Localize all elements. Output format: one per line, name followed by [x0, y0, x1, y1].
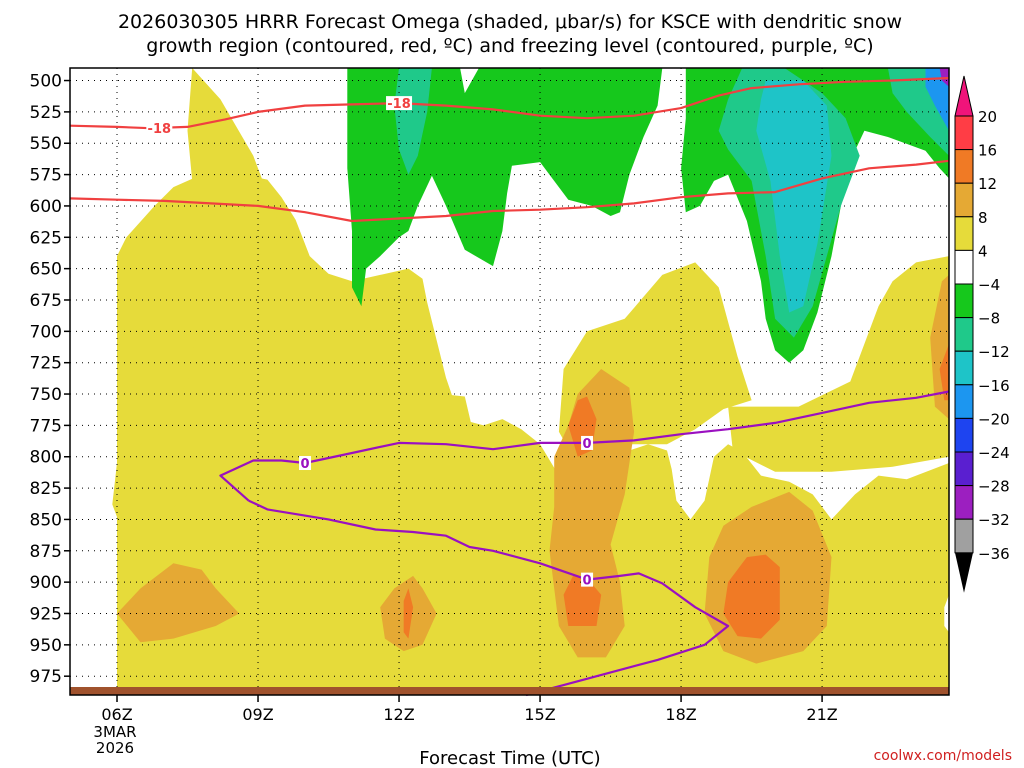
- freezing-level-upper-label-bg-1: [581, 435, 594, 450]
- colorbar-label-12: −32: [978, 511, 1010, 529]
- y-tick-label-625: 625: [30, 228, 62, 248]
- colorbar-label-2: 12: [978, 175, 997, 193]
- colorbar-swatch-10: [954, 451, 974, 487]
- omega-region-dark_orange-13: [563, 575, 602, 626]
- red-contour-lower: [69, 159, 950, 223]
- freezing-level-upper: [219, 390, 950, 502]
- y-tick-label-900: 900: [30, 573, 62, 593]
- colorbar-label-10: −24: [978, 444, 1010, 462]
- colorbar-label-5: −4: [978, 276, 1000, 294]
- omega-region-teal-18: [394, 68, 432, 175]
- colorbar-swatch-8: [954, 384, 974, 419]
- red-contour-upper-label-0: -18: [148, 122, 172, 137]
- omega-region-blue-22: [925, 68, 949, 131]
- colorbar: 20 16 12 8 4 −4 −8 −12 −16 −20 −24 −28 −32 −36: [954, 75, 1010, 593]
- omega-region-yellow-4: [728, 256, 949, 472]
- y-tick-label-975: 975: [30, 667, 62, 687]
- freezing-level-lower-label-0: 0: [583, 574, 592, 589]
- colorbar-swatch-5: [954, 283, 974, 319]
- colorbar-label-9: −20: [978, 410, 1010, 428]
- freezing-level-lower: [248, 499, 730, 697]
- colorbar-swatch-12: [954, 518, 974, 554]
- ground: [70, 687, 949, 695]
- colorbar-swatch-11: [954, 485, 974, 520]
- grid: [70, 68, 949, 695]
- x-tick-extra-1: 2026: [96, 739, 134, 757]
- red-contour-upper-label-bg-1: [386, 96, 413, 111]
- plot-area: -18 -18 0 0 0: [69, 67, 950, 697]
- colorbar-label-0: 20: [978, 108, 997, 126]
- chart-title: 2026030305 HRRR Forecast Omega (shaded, …: [118, 11, 902, 33]
- freezing-level-upper-label-0: 0: [301, 457, 310, 472]
- omega-region-cyan-21: [756, 80, 832, 313]
- y-tick-label-725: 725: [30, 354, 62, 374]
- y-tick-label-500: 500: [30, 72, 62, 92]
- x-tick-label-15Z: 15Z: [524, 705, 555, 724]
- y-tick-label-875: 875: [30, 542, 62, 562]
- colorbar-label-6: −8: [978, 310, 1000, 328]
- y-tick-label-950: 950: [30, 636, 62, 656]
- x-tick-extra-0: 3MAR: [93, 723, 136, 741]
- colorbar-swatch-0: [954, 115, 974, 151]
- omega-region-yellow-1: [267, 331, 362, 485]
- colorbar-label-7: −12: [978, 343, 1010, 361]
- contours: -18 -18 0 0 0: [69, 76, 950, 697]
- omega-region-yellow-5: [112, 68, 282, 526]
- y-tick-label-925: 925: [30, 604, 62, 624]
- chart-subtitle: growth region (contoured, red, ºC) and f…: [146, 35, 873, 57]
- x-tick-label-21Z: 21Z: [806, 705, 837, 724]
- y-tick-label-550: 550: [30, 134, 62, 154]
- red-contour-upper-label-1: -18: [387, 97, 411, 112]
- y-tick-label-525: 525: [30, 103, 62, 123]
- colorbar-label-1: 16: [978, 142, 997, 160]
- y-tick-label-825: 825: [30, 479, 62, 499]
- omega-region-green-16: [347, 68, 663, 307]
- y-axis: 500 525 550 575 600 625 650 675 700 725 750 775 800 8…: [30, 72, 70, 687]
- colorbar-swatch-9: [954, 417, 974, 453]
- y-tick-label-700: 700: [30, 322, 62, 342]
- freezing-level-upper-label-1: 0: [583, 437, 592, 452]
- x-tick-label-09Z: 09Z: [242, 705, 273, 724]
- colorbar-swatch-3: [954, 216, 974, 251]
- red-contour-upper: [69, 76, 950, 130]
- colorbar-label-8: −16: [978, 377, 1010, 395]
- x-tick-label-06Z: 06Z: [101, 705, 132, 724]
- colorbar-swatch-7: [954, 350, 974, 386]
- x-tick-label-12Z: 12Z: [383, 705, 414, 724]
- y-tick-label-650: 650: [30, 260, 62, 280]
- colorbar-swatch-4: [954, 249, 974, 285]
- colorbar-top-arrow: [954, 75, 974, 117]
- y-tick-label-850: 850: [30, 510, 62, 530]
- plot-frame: [69, 67, 950, 696]
- freezing-level-upper-label-bg-0: [299, 456, 312, 471]
- colorbar-label-3: 8: [978, 209, 988, 227]
- y-tick-label-800: 800: [30, 448, 62, 468]
- y-tick-label-600: 600: [30, 197, 62, 217]
- y-tick-label-675: 675: [30, 291, 62, 311]
- y-tick-label-750: 750: [30, 385, 62, 405]
- omega-region-dark_orange-14: [723, 554, 780, 639]
- colorbar-swatch-2: [954, 182, 974, 218]
- red-contour-upper-label-bg-0: [146, 120, 173, 135]
- colorbar-swatch-6: [954, 317, 974, 352]
- omega-region-yellow-2: [422, 394, 479, 485]
- colorbar-swatch-1: [954, 149, 974, 184]
- colorbar-label-11: −28: [978, 478, 1010, 496]
- omega-region-orange-6: [117, 563, 240, 643]
- freezing-level-lower-label-bg-0: [581, 572, 594, 587]
- x-axis-label: Forecast Time (UTC): [419, 748, 600, 768]
- colorbar-label-13: −36: [978, 545, 1010, 563]
- omega-region-dark_orange-15: [939, 343, 949, 401]
- x-tick-label-18Z: 18Z: [665, 705, 696, 724]
- credit-link[interactable]: coolwx.com/models: [874, 748, 1012, 764]
- y-tick-label-575: 575: [30, 166, 62, 186]
- y-tick-label-775: 775: [30, 416, 62, 436]
- colorbar-bottom-arrow: [955, 552, 973, 593]
- colorbar-label-4: 4: [978, 242, 988, 260]
- omega-region-dark_orange-11: [403, 588, 414, 639]
